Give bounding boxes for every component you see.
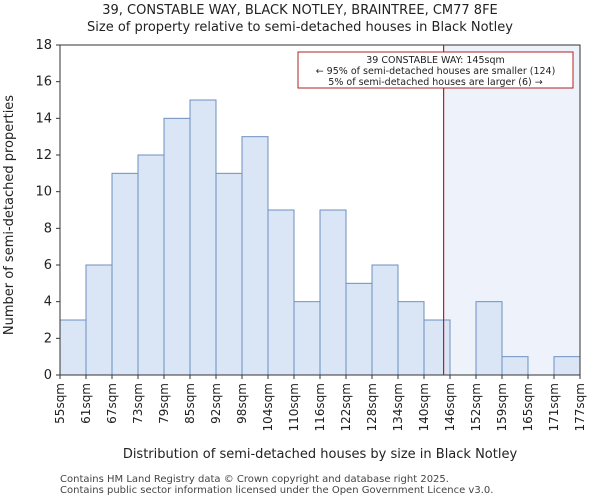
bar	[397, 301, 425, 376]
bar	[553, 356, 581, 376]
footer-licence: Contains public sector information licen…	[60, 485, 494, 496]
y-tick-label: 4	[44, 295, 52, 310]
y-tick-label: 10	[35, 185, 52, 200]
bar	[371, 264, 399, 376]
bar	[241, 136, 269, 376]
annotation-line-3: 5% of semi-detached houses are larger (6…	[328, 77, 542, 88]
y-tick-label: 0	[44, 368, 52, 383]
bar	[85, 264, 113, 376]
y-tick-label: 2	[44, 331, 52, 346]
y-tick-label: 18	[35, 38, 52, 53]
x-tick-label: 116sqm	[313, 383, 327, 431]
x-tick-label: 92sqm	[209, 383, 223, 424]
x-tick-label: 140sqm	[417, 383, 431, 431]
footer-copyright: Contains HM Land Registry data © Crown c…	[60, 474, 449, 485]
x-tick-label: 134sqm	[391, 383, 405, 431]
x-tick-label: 67sqm	[105, 383, 119, 424]
x-tick-label: 159sqm	[495, 383, 509, 431]
x-tick-label: 171sqm	[547, 383, 561, 431]
y-tick-label: 14	[35, 111, 52, 126]
x-tick-label: 55sqm	[53, 383, 67, 424]
bar	[267, 209, 295, 376]
x-tick-label: 61sqm	[79, 383, 93, 424]
annotation-box	[297, 51, 574, 89]
x-tick-label: 152sqm	[469, 383, 483, 431]
chart-title: 39, CONSTABLE WAY, BLACK NOTLEY, BRAINTR…	[102, 3, 498, 18]
x-axis-label: Distribution of semi-detached houses by …	[123, 447, 518, 462]
bar	[111, 172, 139, 376]
bar	[137, 154, 165, 376]
x-tick-label: 79sqm	[157, 383, 171, 424]
x-tick-label: 128sqm	[365, 383, 379, 431]
y-axis-label: Number of semi-detached properties	[2, 95, 17, 335]
annotation-line-2: ← 95% of semi-detached houses are smalle…	[316, 66, 556, 77]
annotation-line-1: 39 CONSTABLE WAY: 145sqm	[366, 55, 505, 66]
x-tick-label: 177sqm	[573, 383, 587, 431]
bar	[423, 319, 451, 376]
y-tick-label: 16	[35, 75, 52, 90]
x-tick-label: 146sqm	[443, 383, 457, 431]
bar	[215, 172, 243, 376]
x-tick-label: 122sqm	[339, 383, 353, 431]
x-tick-label: 85sqm	[183, 383, 197, 424]
x-tick-label: 165sqm	[521, 383, 535, 431]
bar	[319, 209, 347, 376]
bar	[293, 301, 321, 376]
x-tick-label: 73sqm	[131, 383, 145, 424]
bar	[475, 301, 503, 376]
x-tick-label: 98sqm	[235, 383, 249, 424]
y-tick-label: 12	[35, 148, 52, 163]
y-tick-label: 8	[44, 221, 52, 236]
bar	[163, 117, 191, 376]
x-tick-label: 104sqm	[261, 383, 275, 431]
bar	[345, 282, 373, 376]
chart-subtitle: Size of property relative to semi-detach…	[87, 20, 513, 35]
bar	[59, 319, 87, 376]
bar	[189, 99, 217, 376]
y-tick-label: 6	[44, 258, 52, 273]
larger-region-highlight	[443, 45, 580, 375]
x-tick-label: 110sqm	[287, 383, 301, 431]
bar	[501, 356, 529, 376]
